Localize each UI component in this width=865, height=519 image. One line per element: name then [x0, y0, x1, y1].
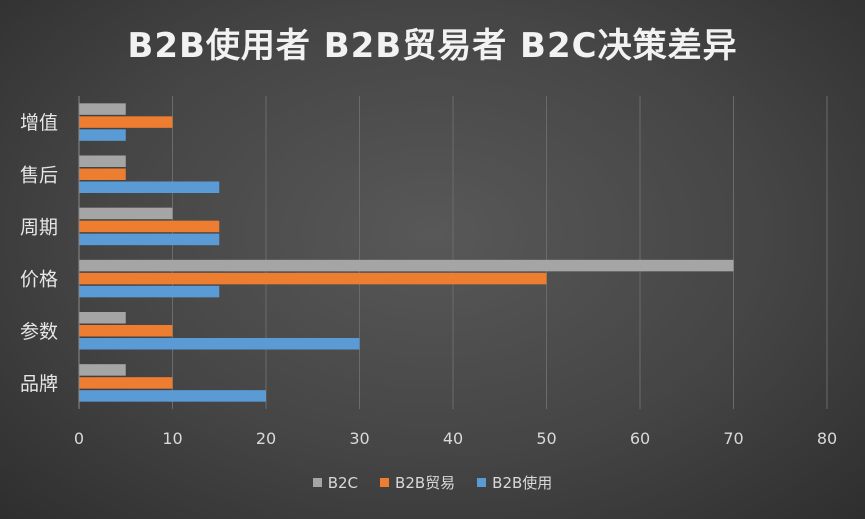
- bar: [79, 103, 126, 115]
- bar: [79, 168, 126, 180]
- x-tick-label: 20: [256, 429, 276, 448]
- bar: [79, 325, 173, 337]
- legend-item: B2B使用: [477, 472, 552, 493]
- bar: [79, 116, 173, 128]
- x-tick-label: 10: [162, 429, 182, 448]
- category-label: 增值: [20, 112, 58, 134]
- bar: [79, 233, 220, 246]
- legend-label: B2B使用: [492, 474, 553, 492]
- bar: [79, 129, 126, 141]
- legend-item: B2B贸易: [380, 472, 455, 493]
- category-label: 周期: [20, 216, 58, 238]
- legend-swatch: [380, 478, 390, 487]
- category-label: 参数: [20, 321, 58, 343]
- bar: [79, 390, 266, 402]
- bar: [79, 155, 126, 167]
- x-tick-label: 0: [74, 429, 84, 448]
- bar: [79, 207, 173, 220]
- bars: [79, 103, 734, 402]
- bar: [79, 338, 360, 350]
- x-tick-labels: 0 10 20 30 40 50 60 70 80: [74, 429, 837, 448]
- x-tick-label: 60: [630, 429, 650, 448]
- bar: [79, 181, 220, 193]
- x-tick-label: 30: [349, 429, 369, 448]
- bar: [79, 272, 547, 285]
- x-tick-label: 40: [443, 429, 463, 448]
- bar: [79, 364, 126, 376]
- legend-label: B2B贸易: [395, 474, 456, 492]
- category-label: 品牌: [20, 373, 58, 395]
- bar: [79, 259, 734, 272]
- category-label: 价格: [20, 269, 58, 291]
- legend-swatch: [312, 478, 322, 487]
- chart-title: B2B使用者 B2B贸易者 B2C决策差异: [127, 26, 738, 66]
- bar: [79, 285, 220, 298]
- bar: [79, 377, 173, 389]
- category-label: 售后: [20, 164, 58, 186]
- legend-item: B2C: [312, 472, 359, 493]
- bar: [79, 312, 126, 324]
- legend: B2C B2B贸易 B2B使用: [0, 472, 865, 493]
- bar: [79, 220, 220, 233]
- x-tick-label: 50: [536, 429, 556, 448]
- legend-label: B2C: [327, 473, 359, 492]
- x-tick-label: 70: [723, 429, 743, 448]
- x-tick-label: 80: [817, 429, 837, 448]
- category-labels: 品牌 参数 价格 周期 售后 增值: [20, 112, 58, 395]
- legend-swatch: [477, 478, 487, 487]
- gridlines: [172, 96, 828, 409]
